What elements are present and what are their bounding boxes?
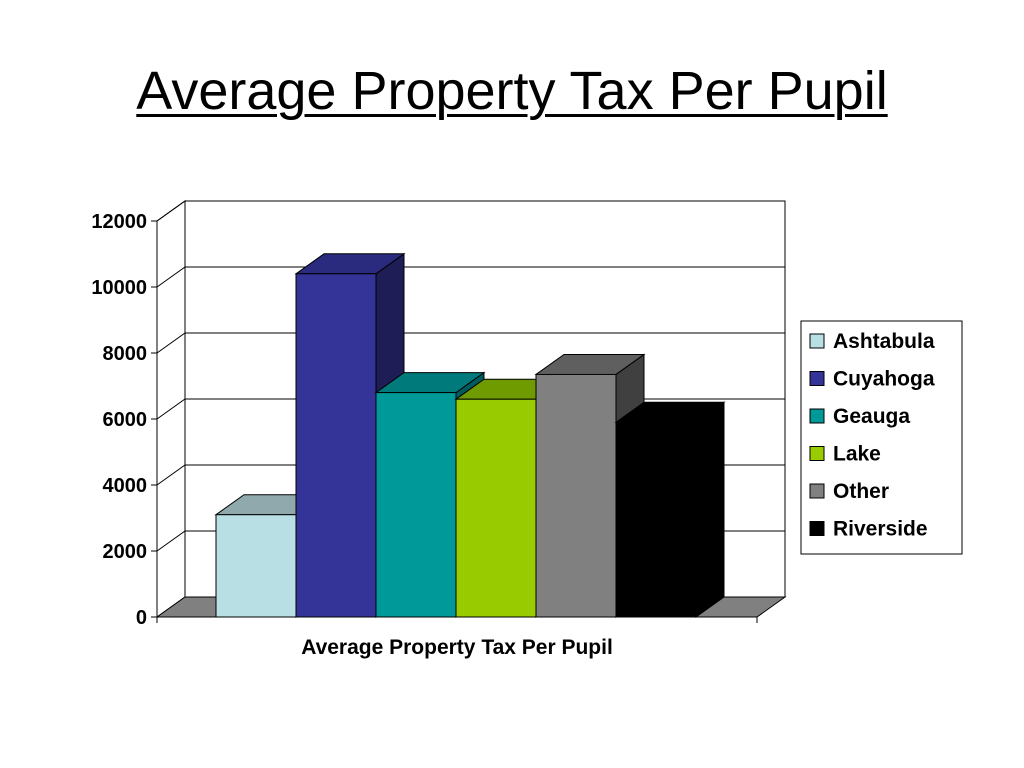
y-tick-label-10000: 10000 [91, 277, 147, 299]
y-tick-label-2000: 2000 [103, 541, 148, 563]
gridline-8000 [156, 332, 785, 354]
y-tick-label-8000: 8000 [103, 343, 148, 365]
legend-label-lake: Lake [833, 443, 881, 466]
legend-label-riverside: Riverside [833, 518, 928, 541]
legend-swatch-other [809, 483, 825, 499]
x-category-label: Average Property Tax Per Pupil [301, 636, 613, 659]
y-tick-label-12000: 12000 [91, 211, 147, 233]
y-tick-label-4000: 4000 [103, 475, 148, 497]
legend-swatch-ashtabula [809, 333, 825, 349]
x-axis: Average Property Tax Per Pupil [156, 616, 758, 659]
gridline-12000 [156, 200, 785, 222]
y-tick-label-6000: 6000 [103, 409, 148, 431]
chart-legend: Ashtabula Cuyahoga Geauga Lake Other Riversid… [800, 320, 963, 555]
legend-label-geauga: Geauga [833, 405, 910, 428]
legend-swatch-riverside [809, 521, 825, 536]
legend-swatch-geauga [809, 408, 825, 424]
legend-swatch-cuyahoga [809, 371, 825, 386]
bar-front-geauga [375, 392, 457, 618]
bar-front-cuyahoga [295, 273, 377, 618]
gridline-10000 [156, 266, 785, 288]
bar-side-riverside [695, 401, 725, 618]
bar-front-riverside [615, 421, 697, 618]
y-tick-label-0: 0 [136, 607, 147, 629]
legend-label-cuyahoga: Cuyahoga [833, 368, 935, 391]
y-axis: 0 2000 4000 6000 8000 10000 12000 [91, 211, 158, 629]
bar-front-ashtabula [215, 514, 297, 618]
legend-box [800, 320, 963, 555]
legend-label-other: Other [833, 480, 889, 503]
bar-front-other [535, 373, 617, 618]
page-title: Average Property Tax Per Pupil [136, 61, 888, 121]
chart-bars [214, 252, 726, 618]
bar-front-lake [455, 398, 537, 618]
legend-label-ashtabula: Ashtabula [833, 330, 935, 353]
bar-riverside [614, 401, 726, 618]
legend-swatch-lake [809, 446, 825, 461]
